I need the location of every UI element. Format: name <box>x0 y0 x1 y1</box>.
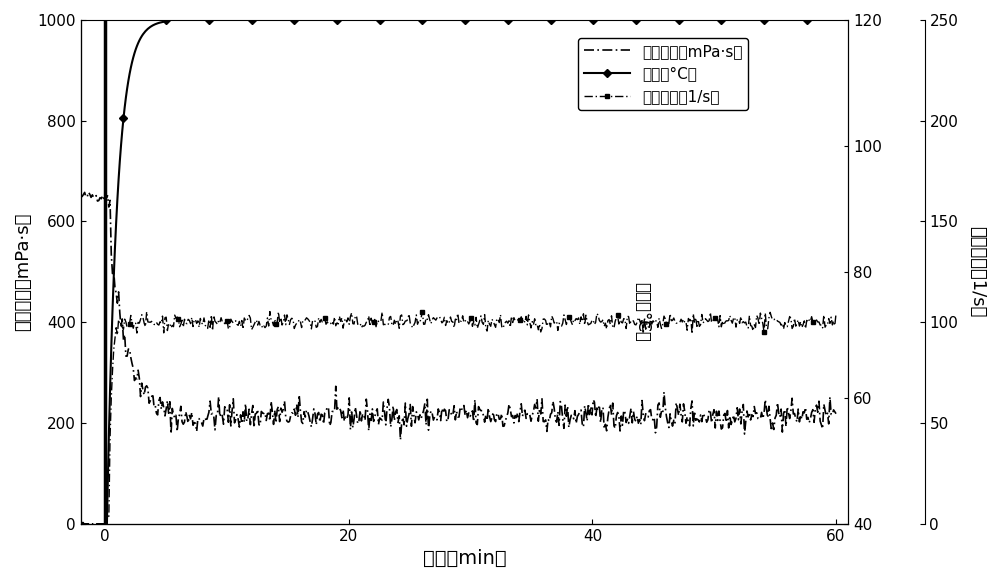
温度（°C） <box>710 16 722 23</box>
表观粘度（mPa·s） <box>99 182 111 189</box>
温度（°C） <box>812 16 824 23</box>
表观粘度（mPa·s） <box>621 416 633 423</box>
X-axis label: 时间（min）: 时间（min） <box>423 549 506 568</box>
Line: 温度（°C）: 温度（°C） <box>78 17 839 582</box>
剪切速率（1/s） <box>664 310 676 317</box>
表观粘度（mPa·s） <box>183 412 195 419</box>
Y-axis label: 表观粘度（mPa·s）: 表观粘度（mPa·s） <box>14 212 32 331</box>
Text: 温度（°C）: 温度（°C） <box>633 282 651 342</box>
剪切速率（1/s） <box>357 322 369 329</box>
温度（°C） <box>355 16 367 23</box>
温度（°C） <box>620 16 632 23</box>
表观粘度（mPa·s） <box>355 417 367 424</box>
表观粘度（mPa·s） <box>394 436 406 443</box>
Legend: 表观粘度（mPa·s）, 温度（°C）, 剪切速率（1/s）: 表观粘度（mPa·s）, 温度（°C）, 剪切速率（1/s） <box>578 38 748 110</box>
温度（°C） <box>160 16 172 23</box>
表观粘度（mPa·s） <box>75 191 87 198</box>
剪切速率（1/s） <box>830 310 842 317</box>
剪切速率（1/s） <box>712 316 724 323</box>
剪切速率（1/s） <box>264 308 276 315</box>
温度（°C） <box>663 16 675 23</box>
表观粘度（mPa·s） <box>664 410 676 417</box>
温度（°C） <box>183 16 195 23</box>
剪切速率（1/s） <box>621 313 633 320</box>
Line: 剪切速率（1/s）: 剪切速率（1/s） <box>79 310 838 529</box>
表观粘度（mPa·s） <box>830 410 842 417</box>
Y-axis label: 剪切速率（1/s）: 剪切速率（1/s） <box>968 226 986 317</box>
剪切速率（1/s） <box>183 317 195 324</box>
剪切速率（1/s） <box>75 520 87 527</box>
温度（°C） <box>830 16 842 23</box>
Line: 表观粘度（mPa·s）: 表观粘度（mPa·s） <box>81 185 836 440</box>
表观粘度（mPa·s） <box>813 398 825 404</box>
表观粘度（mPa·s） <box>712 417 724 424</box>
剪切速率（1/s） <box>99 523 111 530</box>
剪切速率（1/s） <box>813 318 825 325</box>
